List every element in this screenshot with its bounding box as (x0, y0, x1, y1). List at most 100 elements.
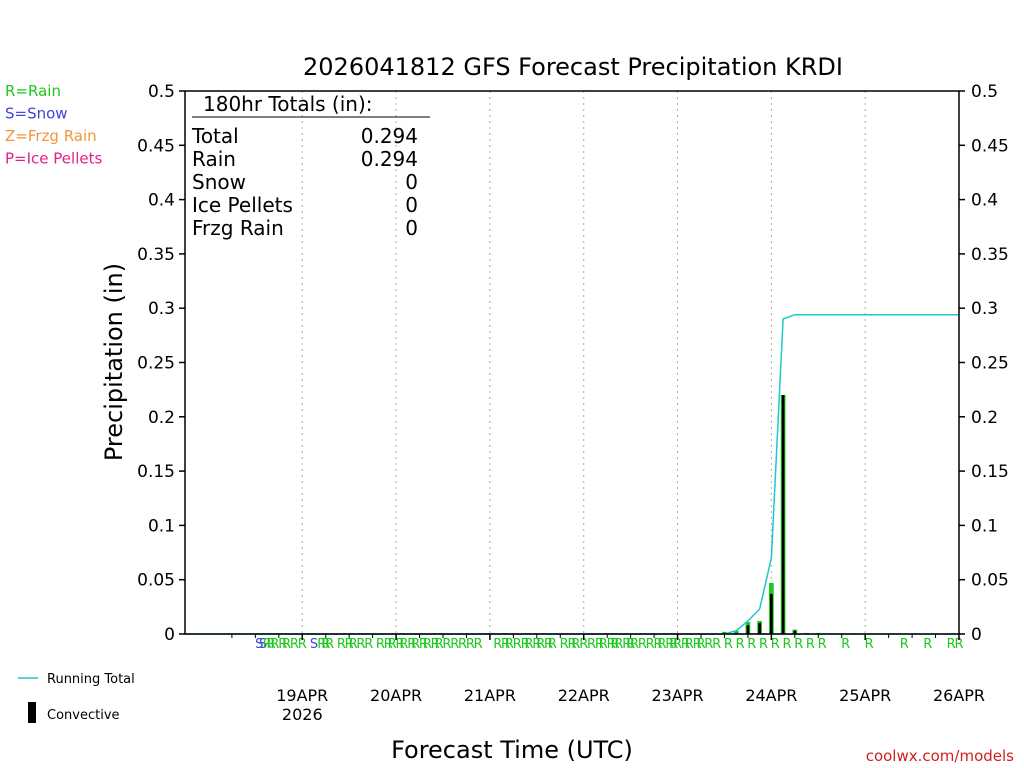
ptype-mark: R (954, 637, 963, 652)
totals-row-value: 0.294 (361, 147, 418, 171)
ptype-mark: R (638, 637, 647, 652)
ptype-mark: R (665, 637, 674, 652)
convective-bar (746, 625, 750, 634)
y-tick-label: 0.45 (137, 136, 175, 156)
convective-legend-label: Convective (47, 708, 120, 723)
y-tick-label-right: 0.15 (971, 462, 1009, 482)
ptype-mark: R (646, 637, 655, 652)
ptype-legend-item: R=Rain (5, 82, 61, 100)
ptype-mark: R (345, 637, 354, 652)
ptype-mark: R (501, 637, 510, 652)
ptype-mark: R (431, 637, 440, 652)
ptype-mark: S (255, 637, 263, 652)
x-tick-sublabel: 2026 (282, 705, 323, 724)
ptype-mark: R (560, 637, 569, 652)
watermark: coolwx.com/models (866, 747, 1014, 765)
ptype-mark: R (505, 637, 514, 652)
ptype-mark: R (395, 637, 404, 652)
ptype-mark: R (376, 637, 385, 652)
ptype-mark: R (513, 637, 522, 652)
y-tick-label: 0.2 (148, 408, 175, 428)
ptype-mark: R (622, 637, 631, 652)
ptype-mark: R (693, 637, 702, 652)
ptype-mark: S (259, 637, 267, 652)
ptype-mark: R (263, 637, 272, 652)
y-tick-label-right: 0.45 (971, 136, 1009, 156)
ptype-mark: R (947, 637, 956, 652)
y-tick-label: 0.3 (148, 299, 175, 319)
x-tick-label: 26APR (933, 686, 985, 705)
ptype-mark: R (290, 637, 299, 652)
ptype-mark: R (669, 637, 678, 652)
ptype-mark: R (626, 637, 635, 652)
convective-bar (758, 623, 761, 634)
y-tick-label-right: 0.05 (971, 571, 1009, 591)
ptype-mark: R (521, 637, 530, 652)
y-tick-label: 0.05 (137, 571, 175, 591)
ptype-mark: R (399, 637, 408, 652)
ptype-mark: R (450, 637, 459, 652)
ptype-mark: R (567, 637, 576, 652)
ptype-mark: R (900, 637, 909, 652)
y-tick-label: 0.4 (148, 191, 175, 211)
y-tick-label-right: 0.1 (971, 516, 998, 536)
ptype-mark: R (544, 637, 553, 652)
y-tick-label-right: 0.4 (971, 191, 998, 211)
ptype-mark: R (356, 637, 365, 652)
chart-title: 2026041812 GFS Forecast Precipitation KR… (303, 53, 843, 81)
ptype-mark: R (704, 637, 713, 652)
ptype-legend-item: Z=Frzg Rain (5, 127, 97, 145)
ptype-mark: R (474, 637, 483, 652)
ptype-mark: R (782, 637, 791, 652)
ptype-mark: R (321, 637, 330, 652)
ptype-mark: R (325, 637, 334, 652)
ptype-mark: R (724, 637, 733, 652)
ptype-mark: R (614, 637, 623, 652)
y-tick-label-right: 0.3 (971, 299, 998, 319)
ptype-legend: R=Rain S=Snow Z=Frzg Rain P=Ice Pellets (5, 82, 102, 168)
plot-frame (184, 90, 960, 635)
ptype-mark: R (407, 637, 416, 652)
ptype-mark: R (673, 637, 682, 652)
ptype-mark: R (532, 637, 541, 652)
ptype-mark: R (685, 637, 694, 652)
ptype-mark: R (653, 637, 662, 652)
convective-bar (793, 630, 797, 634)
ptype-mark: R (419, 637, 428, 652)
ptype-mark: R (536, 637, 545, 652)
ptype-mark: R (595, 637, 604, 652)
ptype-mark: R (282, 637, 291, 652)
ptype-mark: R (524, 637, 533, 652)
ptype-mark: R (266, 637, 275, 652)
ptype-mark: R (657, 637, 666, 652)
convective-legend-swatch (28, 702, 36, 723)
x-tick-label: 19APR (276, 686, 328, 705)
y-tick-label-right: 0.5 (971, 82, 998, 102)
ptype-mark: R (493, 637, 502, 652)
totals-row-label: Rain (192, 147, 236, 171)
ptype-mark: R (610, 637, 619, 652)
ptype-mark: R (771, 637, 780, 652)
y-tick-label: 0.15 (137, 462, 175, 482)
totals-row-label: Ice Pellets (192, 193, 293, 217)
ptype-mark: R (712, 637, 721, 652)
ptype-mark: R (696, 637, 705, 652)
ptype-mark: R (841, 637, 850, 652)
y-tick-label-right: 0.25 (971, 354, 1009, 374)
x-tick-label: 20APR (370, 686, 422, 705)
ptype-mark: R (349, 637, 358, 652)
ptype-mark: R (818, 637, 827, 652)
ptype-mark: R (571, 637, 580, 652)
ptype-mark: R (442, 637, 451, 652)
ptype-mark: R (466, 637, 475, 652)
totals-row-value: 0 (405, 193, 418, 217)
running-total-line (255, 313, 959, 635)
ptype-mark: R (278, 637, 287, 652)
x-tick-label: 24APR (745, 686, 797, 705)
ptype-mark: R (630, 637, 639, 652)
x-tick-label: 22APR (558, 686, 610, 705)
convective-bar (781, 395, 785, 634)
